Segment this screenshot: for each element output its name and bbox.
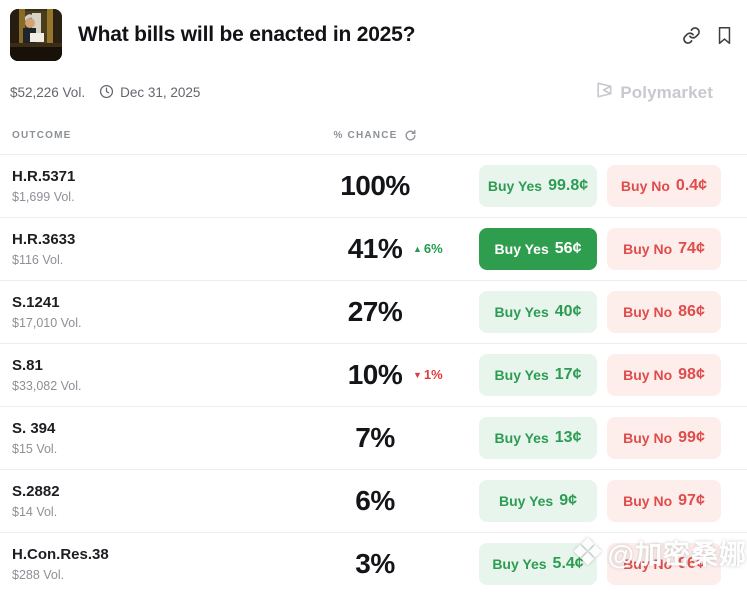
buy-no-price: 86¢ bbox=[678, 303, 705, 320]
table-row: S.81 $33,082 Vol. 10% ▼ 1% Buy Yes 17¢ Bu… bbox=[0, 343, 747, 406]
chance-value: 7% bbox=[355, 422, 395, 453]
outcome-volume: $116 Vol. bbox=[12, 253, 64, 267]
buy-yes-price: 17¢ bbox=[554, 366, 582, 383]
outcome-name: S.1241 bbox=[12, 294, 60, 311]
buy-yes-button[interactable]: Buy Yes 56¢ bbox=[479, 228, 597, 270]
market-title: What bills will be enacted in 2025? bbox=[78, 23, 416, 46]
buy-no-price: 74¢ bbox=[678, 240, 705, 257]
table-row: S.1241 $17,010 Vol. 27% Buy Yes 40¢ Buy … bbox=[0, 280, 747, 343]
buy-yes-label: Buy Yes bbox=[487, 178, 543, 194]
outcome-volume: $1,699 Vol. bbox=[12, 190, 75, 204]
outcome-volume: $288 Vol. bbox=[12, 568, 65, 582]
outcome-name: H.Con.Res.38 bbox=[12, 546, 109, 563]
buy-no-price: 99¢ bbox=[678, 429, 705, 446]
chance-value: 41% bbox=[347, 233, 403, 264]
buy-yes-price: 40¢ bbox=[554, 303, 582, 320]
buy-no-label: Buy No bbox=[623, 556, 673, 572]
change-direction-icon: ▼ bbox=[413, 369, 422, 380]
outcome-name: S.2882 bbox=[12, 483, 60, 500]
buy-no-price: 97¢ bbox=[678, 492, 705, 509]
market-header: What bills will be enacted in 2025? bbox=[0, 0, 747, 61]
buy-no-price: 96¢ bbox=[678, 555, 705, 572]
polymarket-brand[interactable]: Polymarket bbox=[594, 80, 713, 105]
outcome-volume: $17,010 Vol. bbox=[12, 316, 82, 330]
buy-yes-price: 99.8¢ bbox=[548, 177, 589, 194]
chance-value: 3% bbox=[355, 548, 395, 579]
buy-no-button[interactable]: Buy No 97¢ bbox=[607, 480, 721, 522]
outcome-table-body: H.R.5371 $1,699 Vol. 100% Buy Yes 99.8¢ … bbox=[0, 154, 747, 595]
market-thumbnail-image bbox=[10, 9, 62, 61]
chance-column-header: % CHANCE bbox=[333, 130, 398, 141]
total-volume: $52,226 Vol. bbox=[10, 85, 86, 100]
buy-no-button[interactable]: Buy No 86¢ bbox=[607, 291, 721, 333]
buy-yes-price: 9¢ bbox=[559, 492, 578, 509]
buy-no-label: Buy No bbox=[623, 241, 673, 257]
buy-no-button[interactable]: Buy No 96¢ bbox=[607, 543, 721, 585]
outcome-volume: $33,082 Vol. bbox=[12, 379, 82, 393]
buy-no-label: Buy No bbox=[623, 304, 673, 320]
buy-no-button[interactable]: Buy No 0.4¢ bbox=[607, 165, 721, 207]
buy-yes-label: Buy Yes bbox=[498, 493, 554, 509]
buy-yes-button[interactable]: Buy Yes 17¢ bbox=[479, 354, 597, 396]
outcome-volume: $15 Vol. bbox=[12, 442, 58, 456]
copy-link-icon[interactable] bbox=[682, 26, 701, 45]
clock-icon bbox=[99, 84, 114, 102]
chance-value: 27% bbox=[347, 296, 403, 327]
table-column-headers: OUTCOME % CHANCE bbox=[0, 129, 747, 142]
buy-no-price: 0.4¢ bbox=[675, 177, 708, 194]
chance-change-indicator: ▼ 1% bbox=[413, 366, 443, 382]
buy-no-label: Buy No bbox=[623, 367, 673, 383]
buy-no-button[interactable]: Buy No 98¢ bbox=[607, 354, 721, 396]
buy-yes-label: Buy Yes bbox=[492, 556, 547, 572]
buy-yes-label: Buy Yes bbox=[494, 430, 549, 446]
buy-yes-label: Buy Yes bbox=[494, 241, 549, 257]
chance-value: 6% bbox=[355, 485, 395, 516]
buy-yes-button[interactable]: Buy Yes 9¢ bbox=[479, 480, 597, 522]
buy-yes-price: 56¢ bbox=[554, 240, 582, 257]
market-meta: $52,226 Vol. Dec 31, 2025 Polymarket bbox=[0, 80, 747, 105]
bookmark-icon[interactable] bbox=[716, 26, 733, 45]
outcome-name: H.R.5371 bbox=[12, 168, 76, 185]
buy-yes-label: Buy Yes bbox=[494, 304, 549, 320]
chance-value: 100% bbox=[340, 170, 410, 201]
end-date: Dec 31, 2025 bbox=[120, 85, 201, 100]
outcome-name: H.R.3633 bbox=[12, 231, 76, 248]
buy-yes-button[interactable]: Buy Yes 40¢ bbox=[479, 291, 597, 333]
outcome-name: S. 394 bbox=[12, 420, 56, 437]
buy-yes-label: Buy Yes bbox=[494, 367, 549, 383]
refresh-icon[interactable] bbox=[404, 129, 417, 142]
buy-yes-button[interactable]: Buy Yes 99.8¢ bbox=[479, 165, 597, 207]
table-row: H.R.5371 $1,699 Vol. 100% Buy Yes 99.8¢ … bbox=[0, 154, 747, 217]
buy-no-button[interactable]: Buy No 99¢ bbox=[607, 417, 721, 459]
buy-no-price: 98¢ bbox=[678, 366, 705, 383]
outcome-name: S.81 bbox=[12, 357, 43, 374]
change-direction-icon: ▲ bbox=[413, 243, 422, 254]
buy-no-label: Buy No bbox=[623, 430, 673, 446]
buy-yes-button[interactable]: Buy Yes 5.4¢ bbox=[479, 543, 597, 585]
table-row: H.R.3633 $116 Vol. 41% ▲ 6% Buy Yes 56¢ B… bbox=[0, 217, 747, 280]
chance-change-indicator: ▲ 6% bbox=[413, 240, 443, 256]
outcome-column-header: OUTCOME bbox=[12, 130, 72, 141]
buy-no-label: Buy No bbox=[620, 178, 670, 194]
polymarket-brand-label: Polymarket bbox=[620, 82, 713, 102]
polymarket-logo-icon bbox=[594, 80, 614, 105]
buy-yes-price: 13¢ bbox=[554, 429, 582, 446]
buy-yes-button[interactable]: Buy Yes 13¢ bbox=[479, 417, 597, 459]
table-row: S. 394 $15 Vol. 7% Buy Yes 13¢ Buy No 99… bbox=[0, 406, 747, 469]
buy-no-label: Buy No bbox=[623, 493, 673, 509]
chance-value: 10% bbox=[347, 359, 403, 390]
outcome-volume: $14 Vol. bbox=[12, 505, 58, 519]
buy-no-button[interactable]: Buy No 74¢ bbox=[607, 228, 721, 270]
table-row: H.Con.Res.38 $288 Vol. 3% Buy Yes 5.4¢ B… bbox=[0, 532, 747, 595]
table-row: S.2882 $14 Vol. 6% Buy Yes 9¢ Buy No 97¢ bbox=[0, 469, 747, 532]
buy-yes-price: 5.4¢ bbox=[552, 555, 584, 572]
